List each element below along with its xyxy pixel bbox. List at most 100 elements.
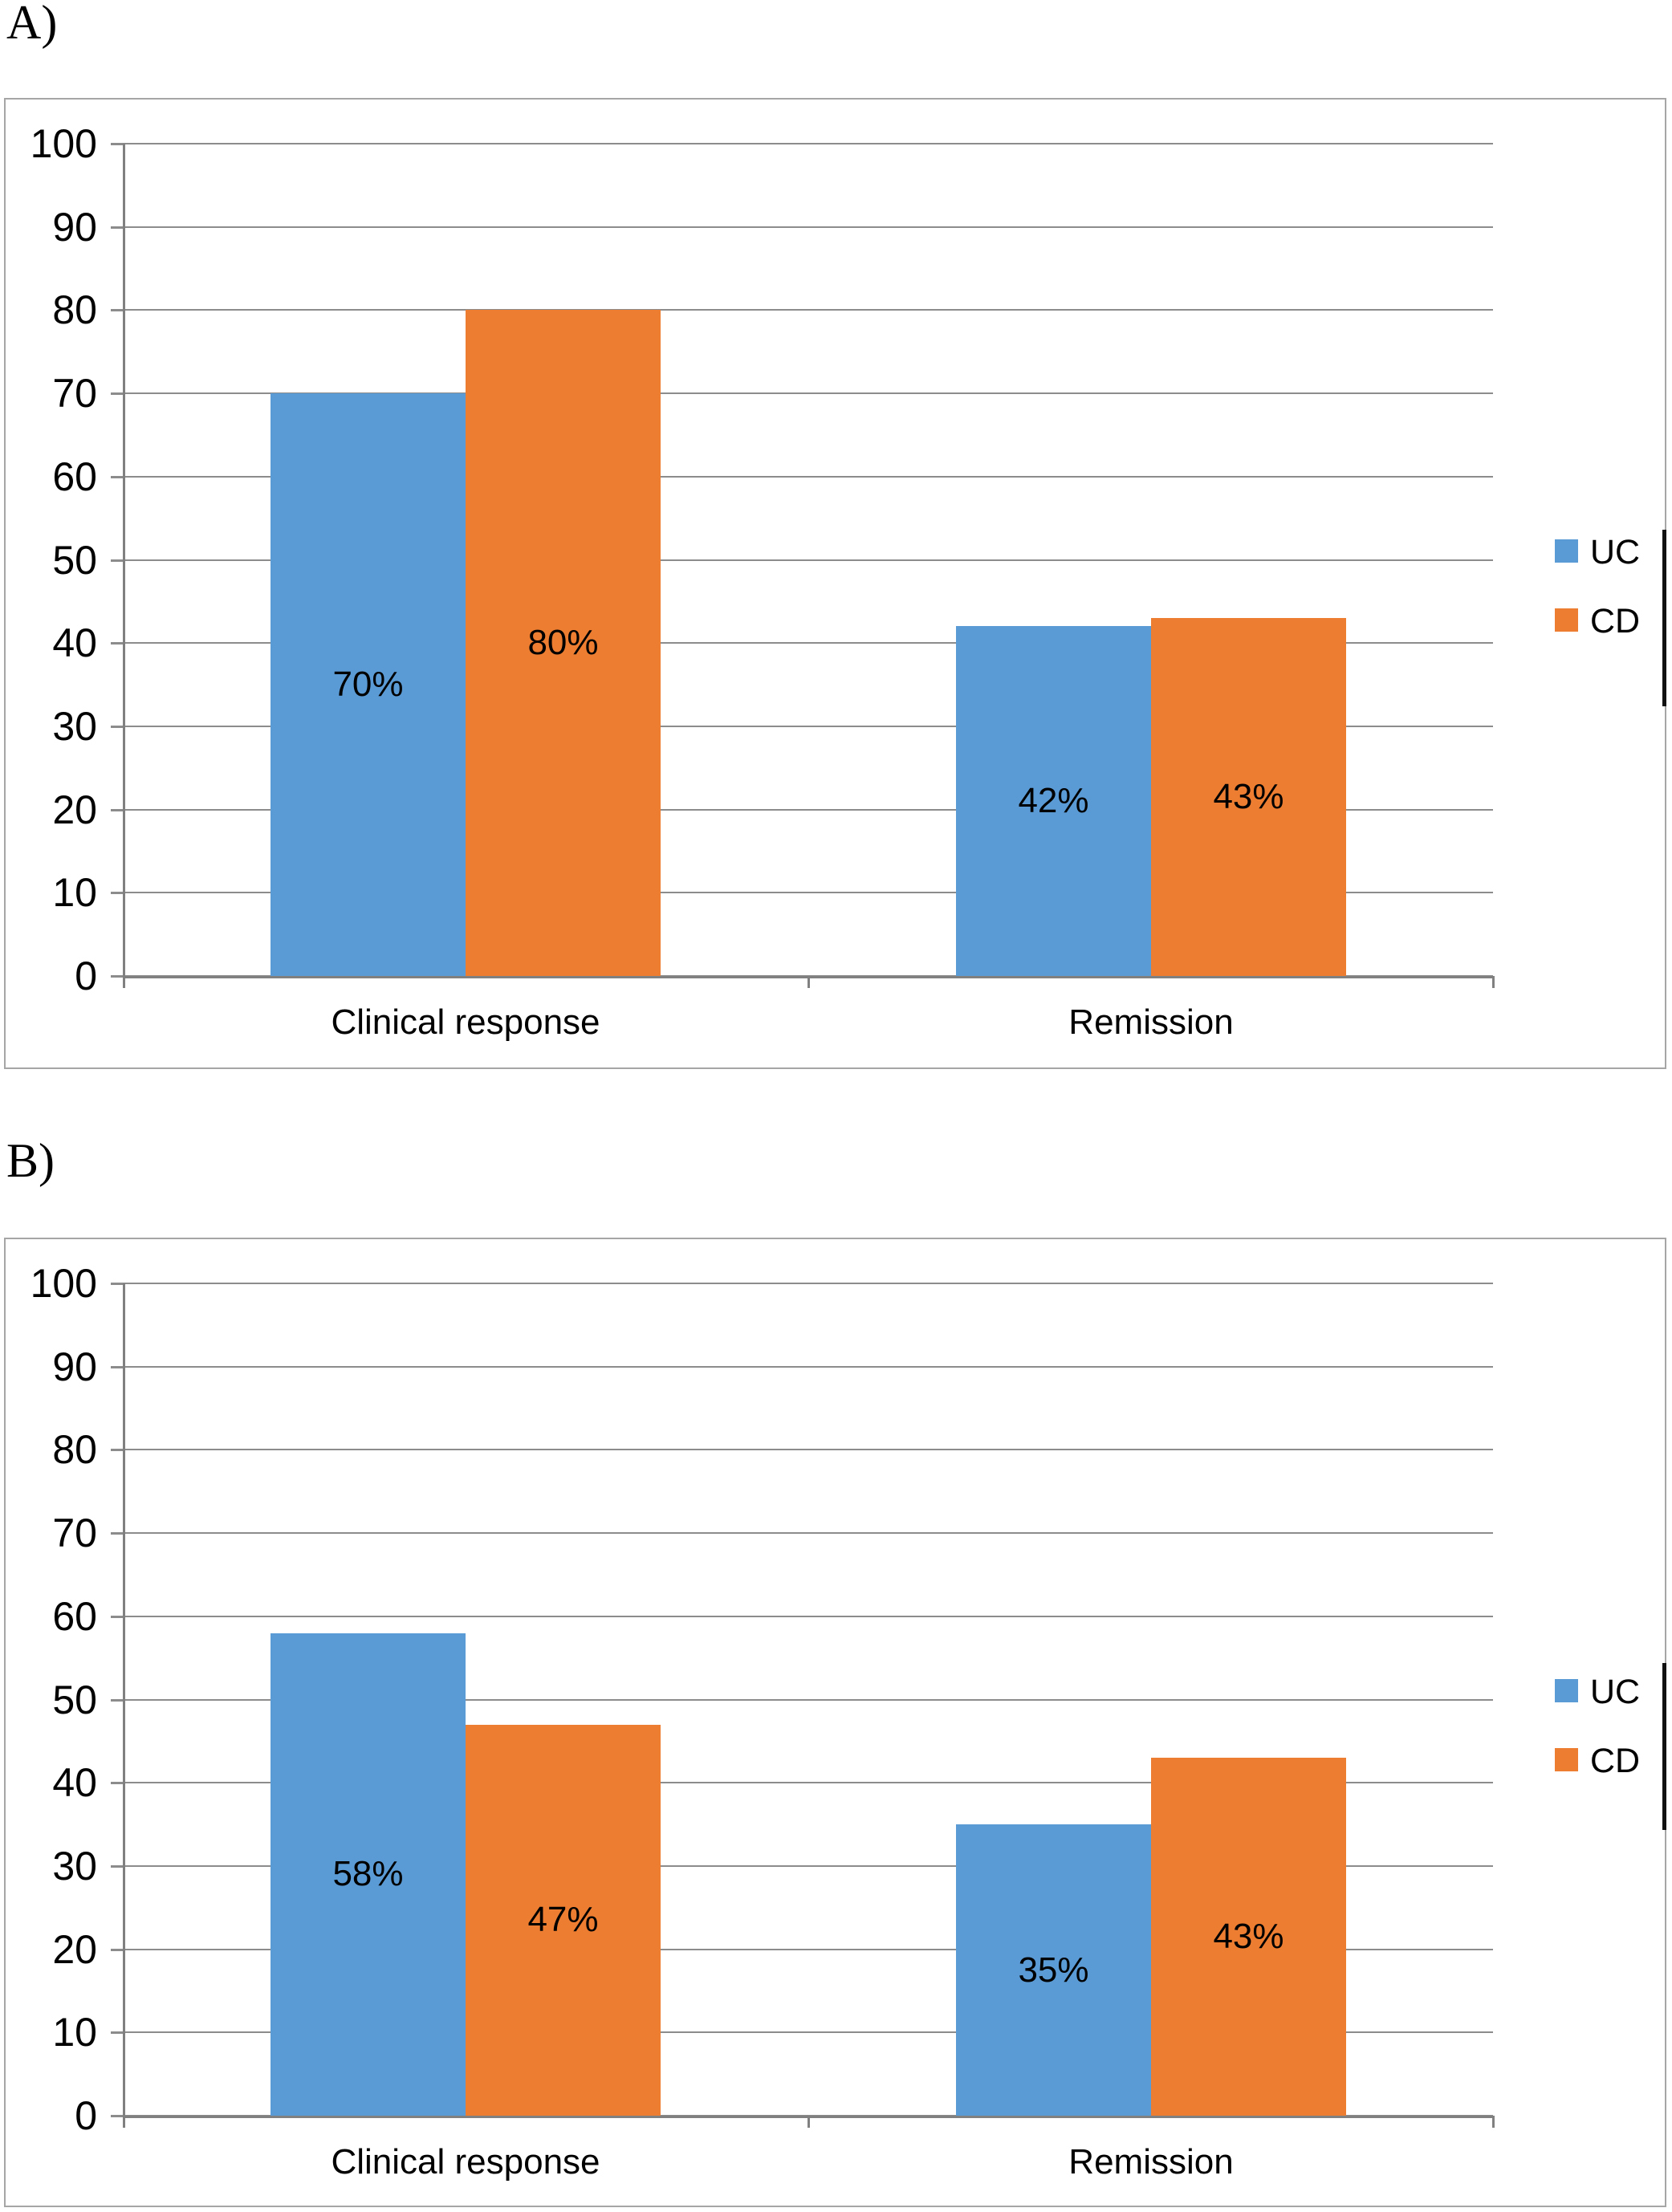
y-tick-mark-100 bbox=[111, 143, 124, 145]
y-tick-mark-0 bbox=[111, 2115, 124, 2117]
y-tick-mark-10 bbox=[111, 892, 124, 895]
bar-cd-clinical-response bbox=[466, 1724, 661, 2116]
y-tick-mark-20 bbox=[111, 1948, 124, 1951]
bar-uc-clinical-response bbox=[271, 1633, 466, 2116]
y-tick-label-20: 20 bbox=[52, 1926, 97, 1972]
bar-cd-remission bbox=[1151, 1758, 1346, 2116]
legend-swatch-cd bbox=[1555, 608, 1578, 632]
panel-label-b: B) bbox=[6, 1134, 55, 1187]
y-tick-label-100: 100 bbox=[30, 121, 97, 166]
y-tick-label-80: 80 bbox=[52, 287, 97, 333]
gridline-y-40 bbox=[124, 1782, 1493, 1784]
gridline-y-60 bbox=[124, 475, 1493, 478]
gridline-y-90 bbox=[124, 1365, 1493, 1368]
y-tick-mark-40 bbox=[111, 642, 124, 645]
y-tick-mark-70 bbox=[111, 392, 124, 396]
data-label-cd-remission: 43% bbox=[1213, 1917, 1284, 1957]
bar-cd-clinical-response bbox=[466, 310, 661, 976]
x-axis-tick-0 bbox=[123, 2116, 125, 2128]
y-tick-mark-80 bbox=[111, 1449, 124, 1452]
y-tick-mark-80 bbox=[111, 309, 124, 312]
data-label-uc-clinical-response: 70% bbox=[332, 665, 404, 705]
y-tick-mark-90 bbox=[111, 226, 124, 229]
bar-uc-remission bbox=[956, 1824, 1151, 2116]
y-tick-mark-70 bbox=[111, 1532, 124, 1535]
bar-cd-remission bbox=[1151, 618, 1346, 976]
y-tick-label-80: 80 bbox=[52, 1427, 97, 1473]
chart-area-b: 100 90 80 70 60 50 40 30 20 10 0 58% 47% Clinical res… bbox=[4, 1238, 1666, 2207]
x-axis-tick-1 bbox=[808, 2116, 810, 2128]
gridline-y-100 bbox=[124, 143, 1493, 144]
y-tick-label-30: 30 bbox=[52, 1843, 97, 1889]
gridline-y-70 bbox=[124, 1532, 1493, 1535]
legend-swatch-cd bbox=[1555, 1748, 1578, 1771]
gridline-y-10 bbox=[124, 892, 1493, 894]
y-tick-mark-50 bbox=[111, 1698, 124, 1702]
gridline-y-30 bbox=[124, 725, 1493, 727]
y-tick-label-30: 30 bbox=[52, 703, 97, 749]
x-axis-tick-1 bbox=[808, 976, 810, 988]
gridline-y-100 bbox=[124, 1283, 1493, 1284]
y-tick-label-60: 60 bbox=[52, 1593, 97, 1639]
gridline-y-50 bbox=[124, 559, 1493, 561]
y-tick-label-40: 40 bbox=[52, 1760, 97, 1806]
gridline-y-30 bbox=[124, 1864, 1493, 1867]
y-tick-mark-90 bbox=[111, 1365, 124, 1368]
data-label-uc-clinical-response: 58% bbox=[332, 1854, 404, 1894]
y-axis-line bbox=[123, 144, 125, 988]
legend-label-cd: CD bbox=[1590, 602, 1641, 640]
gridline-y-40 bbox=[124, 642, 1493, 644]
y-tick-mark-30 bbox=[111, 725, 124, 728]
y-tick-label-70: 70 bbox=[52, 371, 97, 417]
y-tick-mark-30 bbox=[111, 1864, 124, 1868]
x-axis-tick-2 bbox=[1492, 2116, 1495, 2128]
gridline-y-20 bbox=[124, 808, 1493, 811]
y-tick-label-0: 0 bbox=[75, 954, 97, 998]
y-tick-label-0: 0 bbox=[75, 2093, 97, 2138]
y-tick-mark-60 bbox=[111, 1615, 124, 1618]
y-axis-line bbox=[123, 1283, 125, 2128]
gridline-y-90 bbox=[124, 226, 1493, 228]
y-tick-label-10: 10 bbox=[52, 2010, 97, 2055]
y-tick-label-60: 60 bbox=[52, 453, 97, 499]
right-border-black-line bbox=[1662, 530, 1666, 706]
y-tick-mark-100 bbox=[111, 1283, 124, 1285]
x-axis-tick-2 bbox=[1492, 976, 1495, 988]
data-label-uc-remission: 35% bbox=[1018, 1950, 1089, 1990]
y-tick-mark-20 bbox=[111, 808, 124, 811]
y-tick-label-10: 10 bbox=[52, 870, 97, 916]
panel-label-a: A) bbox=[6, 0, 58, 49]
category-label-remission: Remission bbox=[1068, 2142, 1234, 2182]
y-tick-mark-0 bbox=[111, 975, 124, 978]
gridline-y-20 bbox=[124, 1948, 1493, 1950]
x-axis-tick-0 bbox=[123, 976, 125, 988]
chart-area-a: 100 90 80 70 60 50 40 30 20 10 0 70% 80% Clinical res… bbox=[4, 98, 1666, 1069]
legend-label-uc: UC bbox=[1590, 1673, 1641, 1711]
y-tick-label-90: 90 bbox=[52, 1344, 97, 1389]
y-tick-label-20: 20 bbox=[52, 787, 97, 832]
gridline-y-80 bbox=[124, 309, 1493, 311]
y-tick-label-50: 50 bbox=[52, 1677, 97, 1722]
y-tick-label-40: 40 bbox=[52, 620, 97, 666]
y-tick-mark-10 bbox=[111, 2031, 124, 2035]
data-label-cd-remission: 43% bbox=[1213, 777, 1284, 817]
gridline-y-10 bbox=[124, 2031, 1493, 2034]
y-tick-mark-50 bbox=[111, 559, 124, 562]
legend-label-uc: UC bbox=[1590, 533, 1641, 571]
data-label-cd-clinical-response: 47% bbox=[527, 1900, 599, 1940]
y-tick-mark-40 bbox=[111, 1782, 124, 1785]
category-label-clinical-response: Clinical response bbox=[331, 2142, 600, 2182]
bar-uc-remission bbox=[956, 626, 1151, 976]
category-label-clinical-response: Clinical response bbox=[331, 1002, 600, 1042]
y-tick-label-70: 70 bbox=[52, 1511, 97, 1556]
legend-swatch-uc bbox=[1555, 539, 1578, 563]
right-border-black-line bbox=[1662, 1663, 1666, 1830]
gridline-y-80 bbox=[124, 1449, 1493, 1451]
gridline-y-60 bbox=[124, 1615, 1493, 1617]
gridline-y-70 bbox=[124, 392, 1493, 395]
data-label-uc-remission: 42% bbox=[1018, 781, 1089, 821]
bar-uc-clinical-response bbox=[271, 393, 466, 976]
gridline-y-50 bbox=[124, 1698, 1493, 1701]
y-tick-label-90: 90 bbox=[52, 204, 97, 250]
